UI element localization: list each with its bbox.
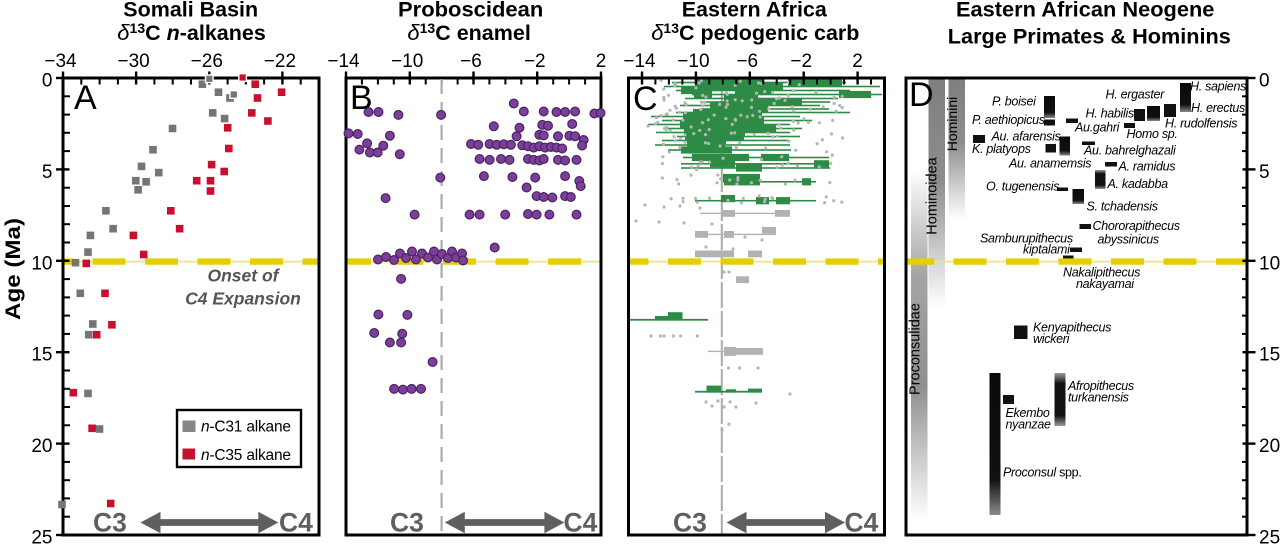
svg-text:C4: C4: [279, 508, 313, 538]
svg-text:5: 5: [42, 162, 53, 183]
svg-text:−2: −2: [524, 51, 546, 72]
svg-text:Afropithecus: Afropithecus: [1067, 379, 1134, 393]
svg-text:nyanzae: nyanzae: [1006, 418, 1052, 432]
svg-text:C4: C4: [564, 508, 598, 538]
svg-text:D: D: [909, 76, 934, 114]
svg-text:Onset of: Onset of: [208, 266, 281, 286]
svg-text:5: 5: [1259, 162, 1270, 183]
svg-text:nakayamai: nakayamai: [1076, 277, 1135, 291]
svg-text:25: 25: [31, 528, 52, 544]
svg-text:Kenyapithecus: Kenyapithecus: [1033, 321, 1111, 335]
svg-text:−6: −6: [460, 51, 482, 72]
svg-text:10: 10: [1259, 253, 1280, 274]
svg-text:Eastern Africa: Eastern Africa: [682, 0, 828, 22]
svg-text:n-C35 alkane: n-C35 alkane: [201, 447, 291, 464]
svg-text:H. rudolfensis: H. rudolfensis: [1165, 117, 1237, 131]
svg-text:2: 2: [852, 51, 863, 72]
svg-text:abyssinicus: abyssinicus: [1098, 233, 1159, 247]
svg-text:Proboscidean: Proboscidean: [398, 0, 543, 22]
svg-text:K. platyops: K. platyops: [972, 142, 1031, 156]
svg-text:Large Primates & Hominins: Large Primates & Hominins: [948, 25, 1231, 49]
svg-text:Nakalipithecus: Nakalipithecus: [1063, 266, 1140, 280]
svg-text:C4 Expansion: C4 Expansion: [185, 289, 301, 309]
svg-text:−34: −34: [44, 51, 77, 72]
svg-text:−26: −26: [191, 51, 223, 72]
svg-text:15: 15: [31, 345, 52, 366]
svg-text:Samburupithecus: Samburupithecus: [980, 232, 1073, 246]
svg-text:H. erectus: H. erectus: [1191, 101, 1245, 115]
svg-text:Au. anamemsis: Au. anamemsis: [1008, 157, 1091, 171]
svg-text:15: 15: [1259, 345, 1280, 366]
svg-text:H. ergaster: H. ergaster: [1106, 88, 1166, 102]
svg-text:Somali Basin: Somali Basin: [123, 0, 258, 22]
svg-text:20: 20: [31, 436, 52, 457]
svg-text:−6: −6: [736, 51, 758, 72]
svg-text:B: B: [350, 79, 373, 117]
svg-text:wickeri: wickeri: [1033, 332, 1071, 346]
svg-text:H. sapiens: H. sapiens: [1190, 80, 1246, 94]
svg-text:Ekembo: Ekembo: [1006, 406, 1050, 420]
svg-text:A. kadabba: A. kadabba: [1107, 177, 1169, 191]
svg-text:20: 20: [1259, 436, 1280, 457]
svg-text:Proconsulidae: Proconsulidae: [908, 303, 924, 395]
svg-text:δ13C enamel: δ13C enamel: [407, 20, 530, 45]
svg-text:Hominini: Hominini: [944, 97, 960, 151]
svg-text:Au.gahri: Au.gahri: [1074, 121, 1121, 135]
svg-text:O. tugenensis: O. tugenensis: [986, 180, 1059, 194]
svg-text:−10: −10: [677, 51, 709, 72]
svg-text:0: 0: [1259, 71, 1270, 92]
svg-text:P. aethiopicus: P. aethiopicus: [972, 113, 1045, 127]
svg-text:n-C31 alkane: n-C31 alkane: [201, 419, 291, 436]
svg-text:Homo sp.: Homo sp.: [1127, 127, 1178, 141]
svg-text:C: C: [633, 80, 658, 118]
svg-text:kiptalami: kiptalami: [1023, 243, 1071, 257]
svg-text:−22: −22: [264, 51, 296, 72]
svg-text:A. ramidus: A. ramidus: [1118, 160, 1176, 174]
svg-text:C3: C3: [673, 508, 707, 538]
svg-text:δ13C pedogenic carb: δ13C pedogenic carb: [651, 20, 859, 45]
svg-text:C3: C3: [93, 508, 127, 538]
svg-text:H. habilis: H. habilis: [1086, 107, 1134, 121]
svg-text:Chororapithecus: Chororapithecus: [1093, 219, 1180, 233]
svg-text:25: 25: [1259, 528, 1280, 544]
svg-text:δ13C n-alkanes: δ13C n-alkanes: [117, 20, 266, 45]
svg-text:Au. afarensis: Au. afarensis: [991, 130, 1061, 144]
svg-text:C4: C4: [845, 508, 879, 538]
svg-text:Eastern African Neogene: Eastern African Neogene: [956, 0, 1214, 22]
svg-text:10: 10: [31, 253, 52, 274]
svg-text:P. boisei: P. boisei: [992, 95, 1037, 109]
svg-text:Hominoidea: Hominoidea: [925, 156, 941, 234]
svg-text:−10: −10: [391, 51, 423, 72]
svg-text:0: 0: [42, 71, 53, 92]
svg-text:−30: −30: [117, 51, 149, 72]
svg-text:−14: −14: [623, 51, 656, 72]
svg-text:−2: −2: [790, 51, 812, 72]
svg-text:Age (Ma): Age (Ma): [1, 218, 25, 320]
svg-text:A: A: [74, 79, 97, 117]
svg-text:turkanensis: turkanensis: [1068, 391, 1129, 405]
svg-text:−14: −14: [327, 51, 360, 72]
svg-text:S. tchadensis: S. tchadensis: [1087, 200, 1158, 214]
svg-text:2: 2: [596, 51, 607, 72]
svg-text:Proconsul spp.: Proconsul spp.: [1003, 466, 1082, 480]
svg-text:Au. bahrelghazali: Au. bahrelghazali: [1083, 144, 1177, 158]
svg-text:C3: C3: [390, 508, 424, 538]
